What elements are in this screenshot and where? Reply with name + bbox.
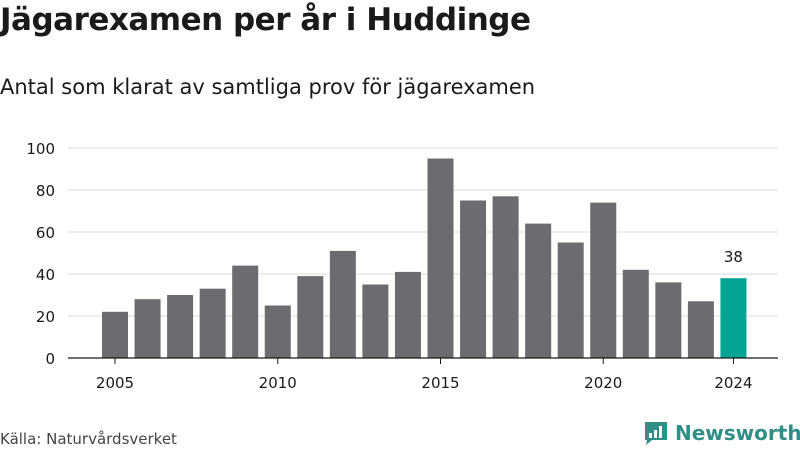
bar	[329, 250, 356, 358]
bar	[264, 305, 291, 358]
newsworthy-logo-icon	[645, 422, 667, 445]
brand-logo: Newsworthy	[643, 420, 800, 446]
bar	[362, 284, 389, 358]
bar	[460, 200, 487, 358]
bar	[394, 271, 421, 358]
y-tick-label: 60	[36, 224, 55, 242]
bar	[557, 242, 584, 358]
bar	[525, 223, 552, 358]
chart-title: Jägarexamen per år i Huddinge	[0, 2, 531, 38]
y-tick-label: 100	[26, 140, 55, 158]
bar	[199, 288, 226, 358]
bar	[687, 301, 714, 358]
y-tick-label: 40	[36, 266, 55, 284]
bar	[102, 311, 128, 358]
y-tick-label: 0	[45, 350, 55, 368]
bar	[720, 278, 747, 358]
y-tick-label: 80	[36, 182, 55, 200]
x-tick-label: 2024	[714, 374, 752, 392]
source-text: Källa: Naturvårdsverket	[0, 430, 177, 448]
x-tick-label: 2010	[259, 374, 297, 392]
bar	[655, 282, 682, 358]
bar	[232, 265, 259, 358]
x-tick-label: 2020	[584, 374, 622, 392]
x-tick-label: 2005	[96, 374, 134, 392]
bar	[622, 269, 649, 358]
bar	[297, 276, 324, 358]
y-tick-label: 20	[36, 308, 55, 326]
chart-subtitle: Antal som klarat av samtliga prov för jä…	[0, 75, 536, 99]
data-label: 38	[724, 248, 743, 266]
bar	[167, 295, 194, 358]
bar	[590, 202, 617, 358]
brand-name: Newsworthy	[675, 421, 800, 445]
bar	[134, 299, 161, 358]
x-tick-label: 2015	[421, 374, 459, 392]
bar	[492, 196, 519, 358]
bar	[427, 158, 454, 358]
